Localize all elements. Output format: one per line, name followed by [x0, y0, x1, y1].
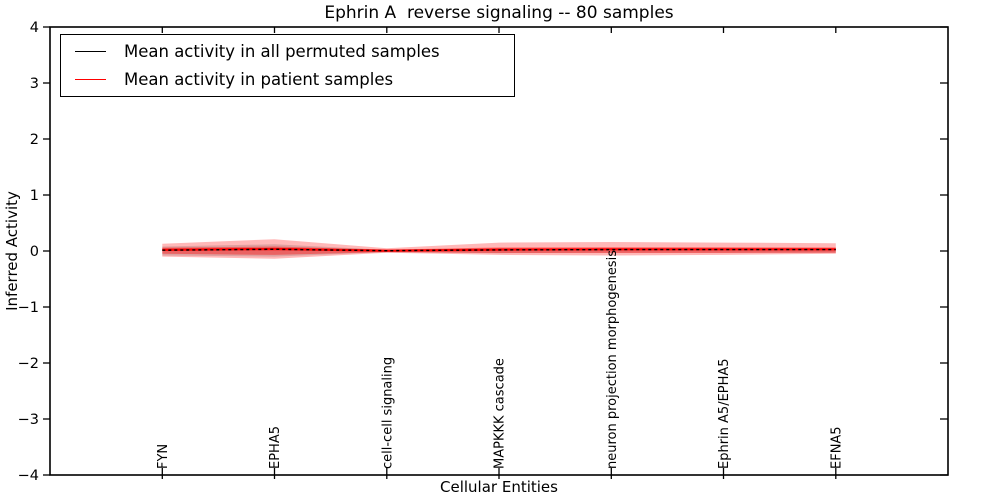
- legend-entry-label: Mean activity in patient samples: [124, 70, 394, 90]
- legend-line-sample: [75, 50, 106, 52]
- x-category-label: FYN: [156, 444, 171, 469]
- legend-entry-label: Mean activity in all permuted samples: [124, 41, 440, 61]
- chart-title: Ephrin A reverse signaling -- 80 samples: [324, 3, 674, 23]
- y-tick-label: 4: [30, 20, 39, 36]
- x-category-label: EPHA5: [268, 426, 283, 469]
- x-category-label: cell-cell signaling: [380, 357, 395, 469]
- x-category-label: neuron projection morphogenesis: [605, 250, 620, 469]
- legend-entry: Mean activity in patient samples: [61, 66, 514, 94]
- x-axis-label: Cellular Entities: [440, 478, 558, 496]
- legend-entry: Mean activity in all permuted samples: [61, 37, 514, 65]
- y-tick-label: 0: [30, 244, 39, 260]
- y-axis-label: Inferred Activity: [3, 191, 21, 311]
- y-tick-label: −4: [18, 468, 39, 484]
- y-tick-label: −1: [18, 300, 39, 316]
- legend: Mean activity in all permuted samples Mea…: [60, 34, 515, 97]
- x-category-label: MAPKKK cascade: [493, 358, 508, 469]
- x-category-label: Ephrin A5/EPHA5: [717, 358, 732, 469]
- y-tick-label: 3: [30, 76, 39, 92]
- y-tick-label: −2: [18, 356, 39, 372]
- y-tick-label: 1: [30, 188, 39, 204]
- y-tick-label: −3: [18, 412, 39, 428]
- permuted-mean-line: [162, 248, 836, 252]
- legend-line-sample: [75, 79, 106, 81]
- x-category-label: EFNA5: [829, 426, 844, 469]
- y-tick-label: 2: [30, 132, 39, 148]
